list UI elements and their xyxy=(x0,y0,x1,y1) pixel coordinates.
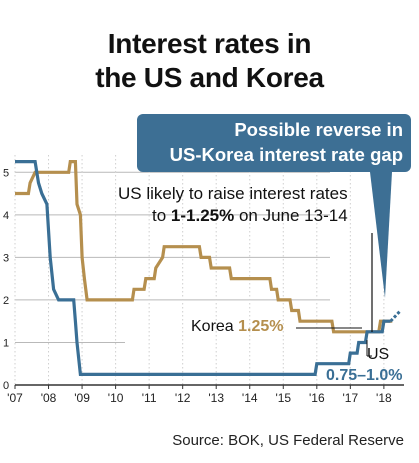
x-tick-label: '11 xyxy=(142,391,157,405)
korea-rate-value: 1.25% xyxy=(238,318,284,335)
x-tick-label: '07 xyxy=(7,391,23,405)
us-series-line xyxy=(15,160,391,376)
x-tick-label: '17 xyxy=(343,391,359,405)
x-tick-label: '13 xyxy=(208,391,224,405)
y-axis-ticks: 0 1 2 3 4 5 xyxy=(3,167,9,392)
callout-box xyxy=(137,114,411,172)
x-tick-label: '14 xyxy=(242,391,258,405)
x-tick-label: '18 xyxy=(376,391,392,405)
us-rate-value: 0.75–1.0% xyxy=(326,367,403,384)
x-axis-ticks: '07 '08 '09 '10 '11 '12 '13 '14 '15 '16 '17 '18 xyxy=(7,385,392,405)
x-tick-label: '08 xyxy=(41,391,57,405)
series-layer xyxy=(15,160,402,376)
annotation-line-2: to 1-1.25% on June 13-14 xyxy=(152,206,348,226)
y-tick-label: 4 xyxy=(3,210,9,222)
annotation-suffix: on June 13-14 xyxy=(234,206,348,225)
chart-title-line-1: Interest rates in xyxy=(107,28,312,59)
annotation-rate: 1-1.25% xyxy=(170,206,235,225)
us-series-label: US xyxy=(367,346,390,363)
x-tick-label: '15 xyxy=(275,391,291,405)
chart-title-line-2: the US and Korea xyxy=(95,62,324,93)
y-tick-label: 5 xyxy=(3,167,9,179)
x-tick-label: '10 xyxy=(108,391,124,405)
y-tick-label: 0 xyxy=(3,380,9,392)
korea-name: Korea xyxy=(191,318,234,335)
korea-series-label: Korea 1.25% xyxy=(191,318,284,336)
x-tick-label: '09 xyxy=(74,391,90,405)
korea-series-line xyxy=(15,160,393,334)
y-tick-label: 3 xyxy=(3,252,9,264)
callout-line-1: Possible reverse in xyxy=(234,119,403,140)
y-tick-label: 1 xyxy=(3,337,9,349)
annotation-line-1: US likely to raise interest rates xyxy=(118,184,348,203)
source-note: Source: BOK, US Federal Reserve xyxy=(172,432,404,449)
us-projection-line xyxy=(389,309,402,323)
callout-line-2: US-Korea interest rate gap xyxy=(169,144,403,165)
annotation-prefix: to xyxy=(152,206,171,225)
y-tick-label: 2 xyxy=(3,295,9,307)
callout-pointer xyxy=(370,172,392,298)
x-tick-label: '12 xyxy=(175,391,191,405)
x-tick-label: '16 xyxy=(309,391,325,405)
